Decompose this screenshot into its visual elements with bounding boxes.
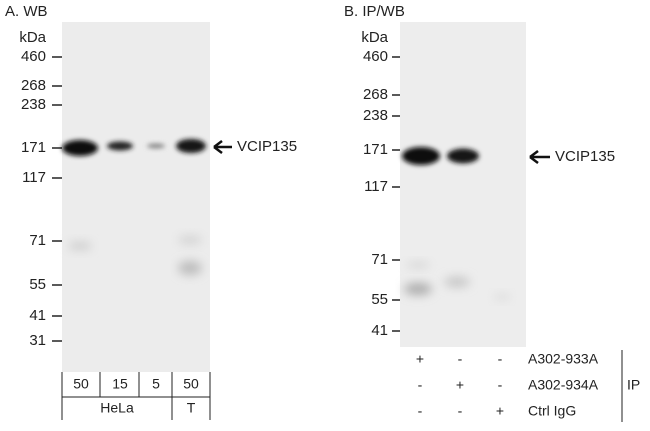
sign: + <box>496 403 504 419</box>
marker-label: 55 <box>371 291 388 308</box>
marker-label: 31 <box>29 332 46 349</box>
sign: - <box>418 403 423 419</box>
unit-label: kDa <box>19 29 46 46</box>
target-label: VCIP135 <box>555 148 615 165</box>
marker-label: 41 <box>29 307 46 324</box>
arrow-a <box>213 140 232 154</box>
arrow-b <box>529 150 550 164</box>
condition-name: Ctrl IgG <box>528 403 576 419</box>
ip-label: IP <box>627 377 640 393</box>
lane-label: 50 <box>73 376 89 392</box>
marker-label: 117 <box>364 178 388 195</box>
sign: - <box>418 377 423 393</box>
sign: - <box>498 377 503 393</box>
marker-label: 268 <box>21 77 46 94</box>
bands-a <box>62 139 206 275</box>
marker-label: 41 <box>371 322 388 339</box>
marker-label: 460 <box>21 48 46 65</box>
sign: + <box>416 351 424 367</box>
marker-label: 238 <box>363 107 388 124</box>
panel-title: A. WB <box>5 3 48 20</box>
sign: - <box>498 351 503 367</box>
lane-label: 5 <box>152 376 160 392</box>
sign: - <box>458 403 463 419</box>
group-label: T <box>187 400 196 416</box>
marker-label: 171 <box>363 141 388 158</box>
lane-table-a <box>61 372 211 420</box>
marker-label: 460 <box>363 48 388 65</box>
marker-label: 55 <box>29 276 46 293</box>
marker-label: 268 <box>363 86 388 103</box>
unit-label: kDa <box>361 29 388 46</box>
marker-label: 238 <box>21 96 46 113</box>
sign: + <box>456 377 464 393</box>
condition-name: A302-934A <box>528 377 599 393</box>
marker-label: 71 <box>29 232 46 249</box>
group-label: HeLa <box>100 400 134 416</box>
marker-label: 171 <box>21 139 46 156</box>
blot-a <box>62 22 210 372</box>
condition-name: A302-933A <box>528 351 599 367</box>
bands-b <box>402 147 511 300</box>
sign: - <box>458 351 463 367</box>
panel-title: B. IP/WB <box>344 3 405 20</box>
target-label: VCIP135 <box>237 138 297 155</box>
marker-label: 117 <box>22 169 46 186</box>
lane-label: 15 <box>112 376 128 392</box>
lane-label: 50 <box>183 376 199 392</box>
marker-label: 71 <box>371 251 388 268</box>
